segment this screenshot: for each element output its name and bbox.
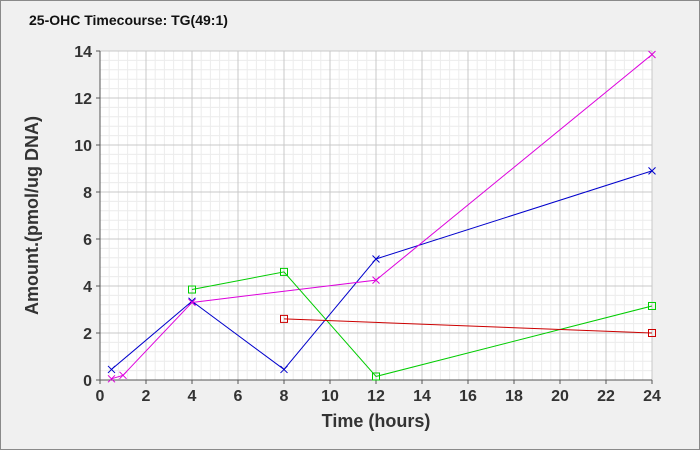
data-point [107, 374, 116, 383]
series-line [191, 271, 653, 378]
data-point [280, 365, 288, 374]
x-tick-label: 10 [321, 388, 339, 405]
x-tick-label: 20 [551, 388, 569, 405]
series-line [283, 318, 653, 334]
chart-title: 25-OHC Timecourse: TG(49:1) [29, 12, 228, 28]
x-tick-label: 14 [413, 388, 431, 405]
x-tick-label: 2 [142, 388, 151, 405]
x-tick-label: 16 [459, 388, 477, 405]
data-point [119, 371, 127, 380]
grid [99, 50, 653, 381]
series-4 [280, 314, 656, 337]
y-tick-label: 0 [83, 373, 92, 390]
x-tick-label: 12 [367, 388, 385, 405]
y-tick-label: 10 [74, 138, 92, 155]
data-point [280, 314, 288, 323]
series-2 [107, 50, 656, 383]
y-tick-label: 12 [74, 91, 92, 108]
y-tick-label: 14 [74, 44, 92, 61]
data-point [107, 365, 116, 374]
data-point [188, 297, 196, 306]
x-tick-label: 0 [96, 388, 105, 405]
data-point [648, 166, 656, 175]
y-tick-label: 8 [83, 185, 92, 202]
x-axis-label: Time (hours) [322, 411, 431, 431]
y-tick-label: 4 [83, 279, 92, 296]
series-3 [188, 267, 656, 381]
data-point [372, 255, 380, 263]
data-point [648, 50, 656, 59]
data-point [648, 329, 656, 337]
data-point [648, 301, 656, 310]
x-tick-label: 18 [505, 388, 523, 405]
x-tick-label: 8 [280, 388, 289, 405]
series-1 [107, 166, 656, 374]
y-axis-label: Amount.(pmol/ug DNA) [22, 116, 42, 315]
x-tick-label: 6 [234, 388, 243, 405]
y-tick-label: 2 [83, 326, 92, 343]
data-point [372, 276, 380, 284]
x-tick-label: 4 [188, 388, 197, 405]
y-tick-label: 6 [83, 232, 92, 249]
data-point [372, 372, 380, 381]
x-tick-label: 22 [597, 388, 615, 405]
data-point [280, 267, 288, 276]
data-point [188, 285, 196, 294]
x-tick-label: 24 [643, 388, 661, 405]
data-point [188, 298, 196, 307]
